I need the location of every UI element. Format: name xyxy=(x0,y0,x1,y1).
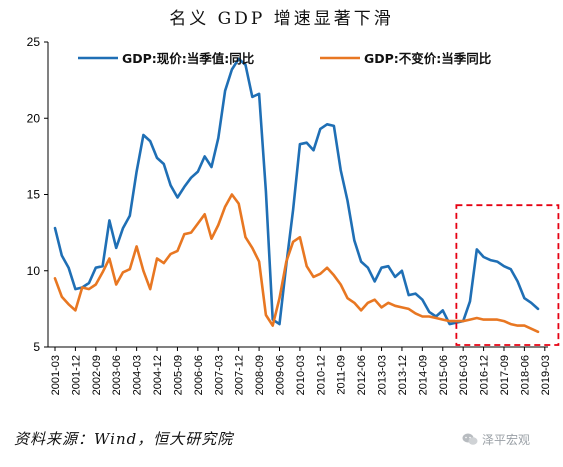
x-tick-label: 2001-03 xyxy=(50,355,62,395)
x-tick-label: 2015-06 xyxy=(438,355,450,395)
x-tick-label: 2011-09 xyxy=(336,355,348,395)
x-tick-label: 2018-06 xyxy=(519,355,531,395)
x-tick-label: 2005-09 xyxy=(172,355,184,395)
x-tick-label: 2007-03 xyxy=(213,355,225,395)
x-tick-label: 2013-12 xyxy=(397,355,409,395)
highlight-box xyxy=(455,204,560,346)
x-tick-label: 2001-12 xyxy=(70,355,82,395)
series-line-1 xyxy=(53,57,540,326)
legend-label: GDP:现价:当季值:同比 xyxy=(122,51,255,66)
x-tick-label: 2017-09 xyxy=(499,355,511,395)
y-tick-label: 20 xyxy=(27,111,41,125)
x-tick-label: 2007-12 xyxy=(234,355,246,395)
x-tick-label: 2010-12 xyxy=(315,355,327,395)
x-tick-label: 2004-03 xyxy=(132,355,144,395)
x-tick-label: 2004-12 xyxy=(152,355,164,395)
chart-series-lines xyxy=(53,57,560,346)
x-tick-label: 2019-03 xyxy=(540,355,552,395)
chart-legend: GDP:现价:当季值:同比 GDP:不变价:当季同比 xyxy=(78,51,492,66)
y-tick-label: 5 xyxy=(33,340,40,354)
x-tick-label: 2010-03 xyxy=(295,355,307,395)
series-line-2 xyxy=(53,193,540,334)
legend-label: GDP:不变价:当季同比 xyxy=(364,51,492,66)
x-tick-label: 2013-03 xyxy=(377,355,389,395)
x-tick-label: 2008-09 xyxy=(254,355,266,395)
chart-title: 名义 GDP 增速显著下滑 xyxy=(169,9,394,29)
wechat-icon xyxy=(462,433,478,445)
y-tick-label: 10 xyxy=(27,264,41,278)
x-tick-label: 2016-03 xyxy=(458,355,470,395)
chart-axes: 5 10 15 20 25 2001-03 2001-12 2002-09 2003-06 200… xyxy=(27,35,552,395)
x-tick-label: 2003-06 xyxy=(111,355,123,395)
x-tick-label: 2006-06 xyxy=(193,355,205,395)
x-tick-label: 2012-06 xyxy=(356,355,368,395)
watermark: 泽平宏观 xyxy=(462,431,530,448)
y-tick-label: 25 xyxy=(27,35,41,49)
source-note: 资料来源：Wind，恒大研究院 xyxy=(14,430,234,448)
y-tick-label: 15 xyxy=(27,188,41,202)
x-tick-label: 2014-09 xyxy=(417,355,429,395)
watermark-text: 泽平宏观 xyxy=(482,433,531,447)
x-tick-label: 2016-12 xyxy=(479,355,491,395)
x-tick-label: 2009-06 xyxy=(274,355,286,395)
x-tick-label: 2002-09 xyxy=(91,355,103,395)
